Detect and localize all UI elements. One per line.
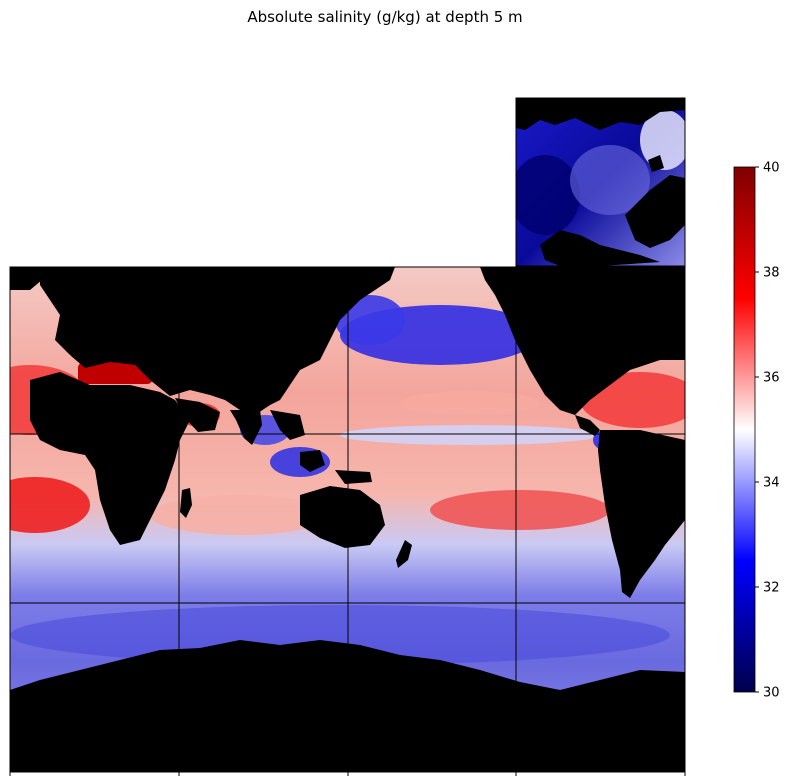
colorbar-tick-label: 38 [763,266,780,281]
pacific-fresh-band [340,425,600,445]
colorbar-tick-label: 34 [763,476,780,491]
land-central-america [575,415,600,436]
chart-title: Absolute salinity (g/kg) at depth 5 m [247,8,523,26]
arctic-atlantic-inflow [640,110,685,170]
north-pacific-high [400,391,540,415]
land-arabia [175,398,220,432]
arctic-mid [570,145,650,215]
x-ticks [9,772,686,776]
land-india [230,410,262,445]
land-borneo [300,450,325,472]
land-australia [300,486,385,548]
arctic-land-top [516,98,685,130]
arctic-fresh-core [516,155,580,235]
mediterranean-high [78,362,153,384]
land-greenland-edge [10,267,42,290]
panel-global [10,267,685,772]
colorbar: 30 32 34 36 38 40 [733,161,780,701]
colorbar-tick-label: 40 [763,161,780,176]
colorbar-tick-label: 36 [763,371,780,386]
land-madagascar [180,488,192,518]
south-atlantic-high [10,477,90,533]
panel-arctic-frame [515,97,686,267]
arctic-land-svalbard [648,155,664,172]
panel-arctic [516,98,685,266]
land-seasia [270,410,305,440]
colorbar-ticks: 30 32 34 36 38 40 [755,161,780,701]
land-africa [30,372,190,545]
land-europe-asia [40,267,395,415]
land-newguinea [335,470,372,484]
land-north-america [480,267,685,415]
indian-ocean-high [150,495,330,535]
colorbar-tick-label: 30 [763,686,780,701]
colorbar-tick-label: 32 [763,581,780,596]
land-newzealand [396,540,412,568]
arctic-land-islands [540,230,660,266]
land-south-america [598,430,685,598]
grid-lines [10,267,685,772]
south-pacific-high [430,490,610,530]
arctic-land-greenland [625,175,685,248]
colorbar-body [733,166,756,693]
